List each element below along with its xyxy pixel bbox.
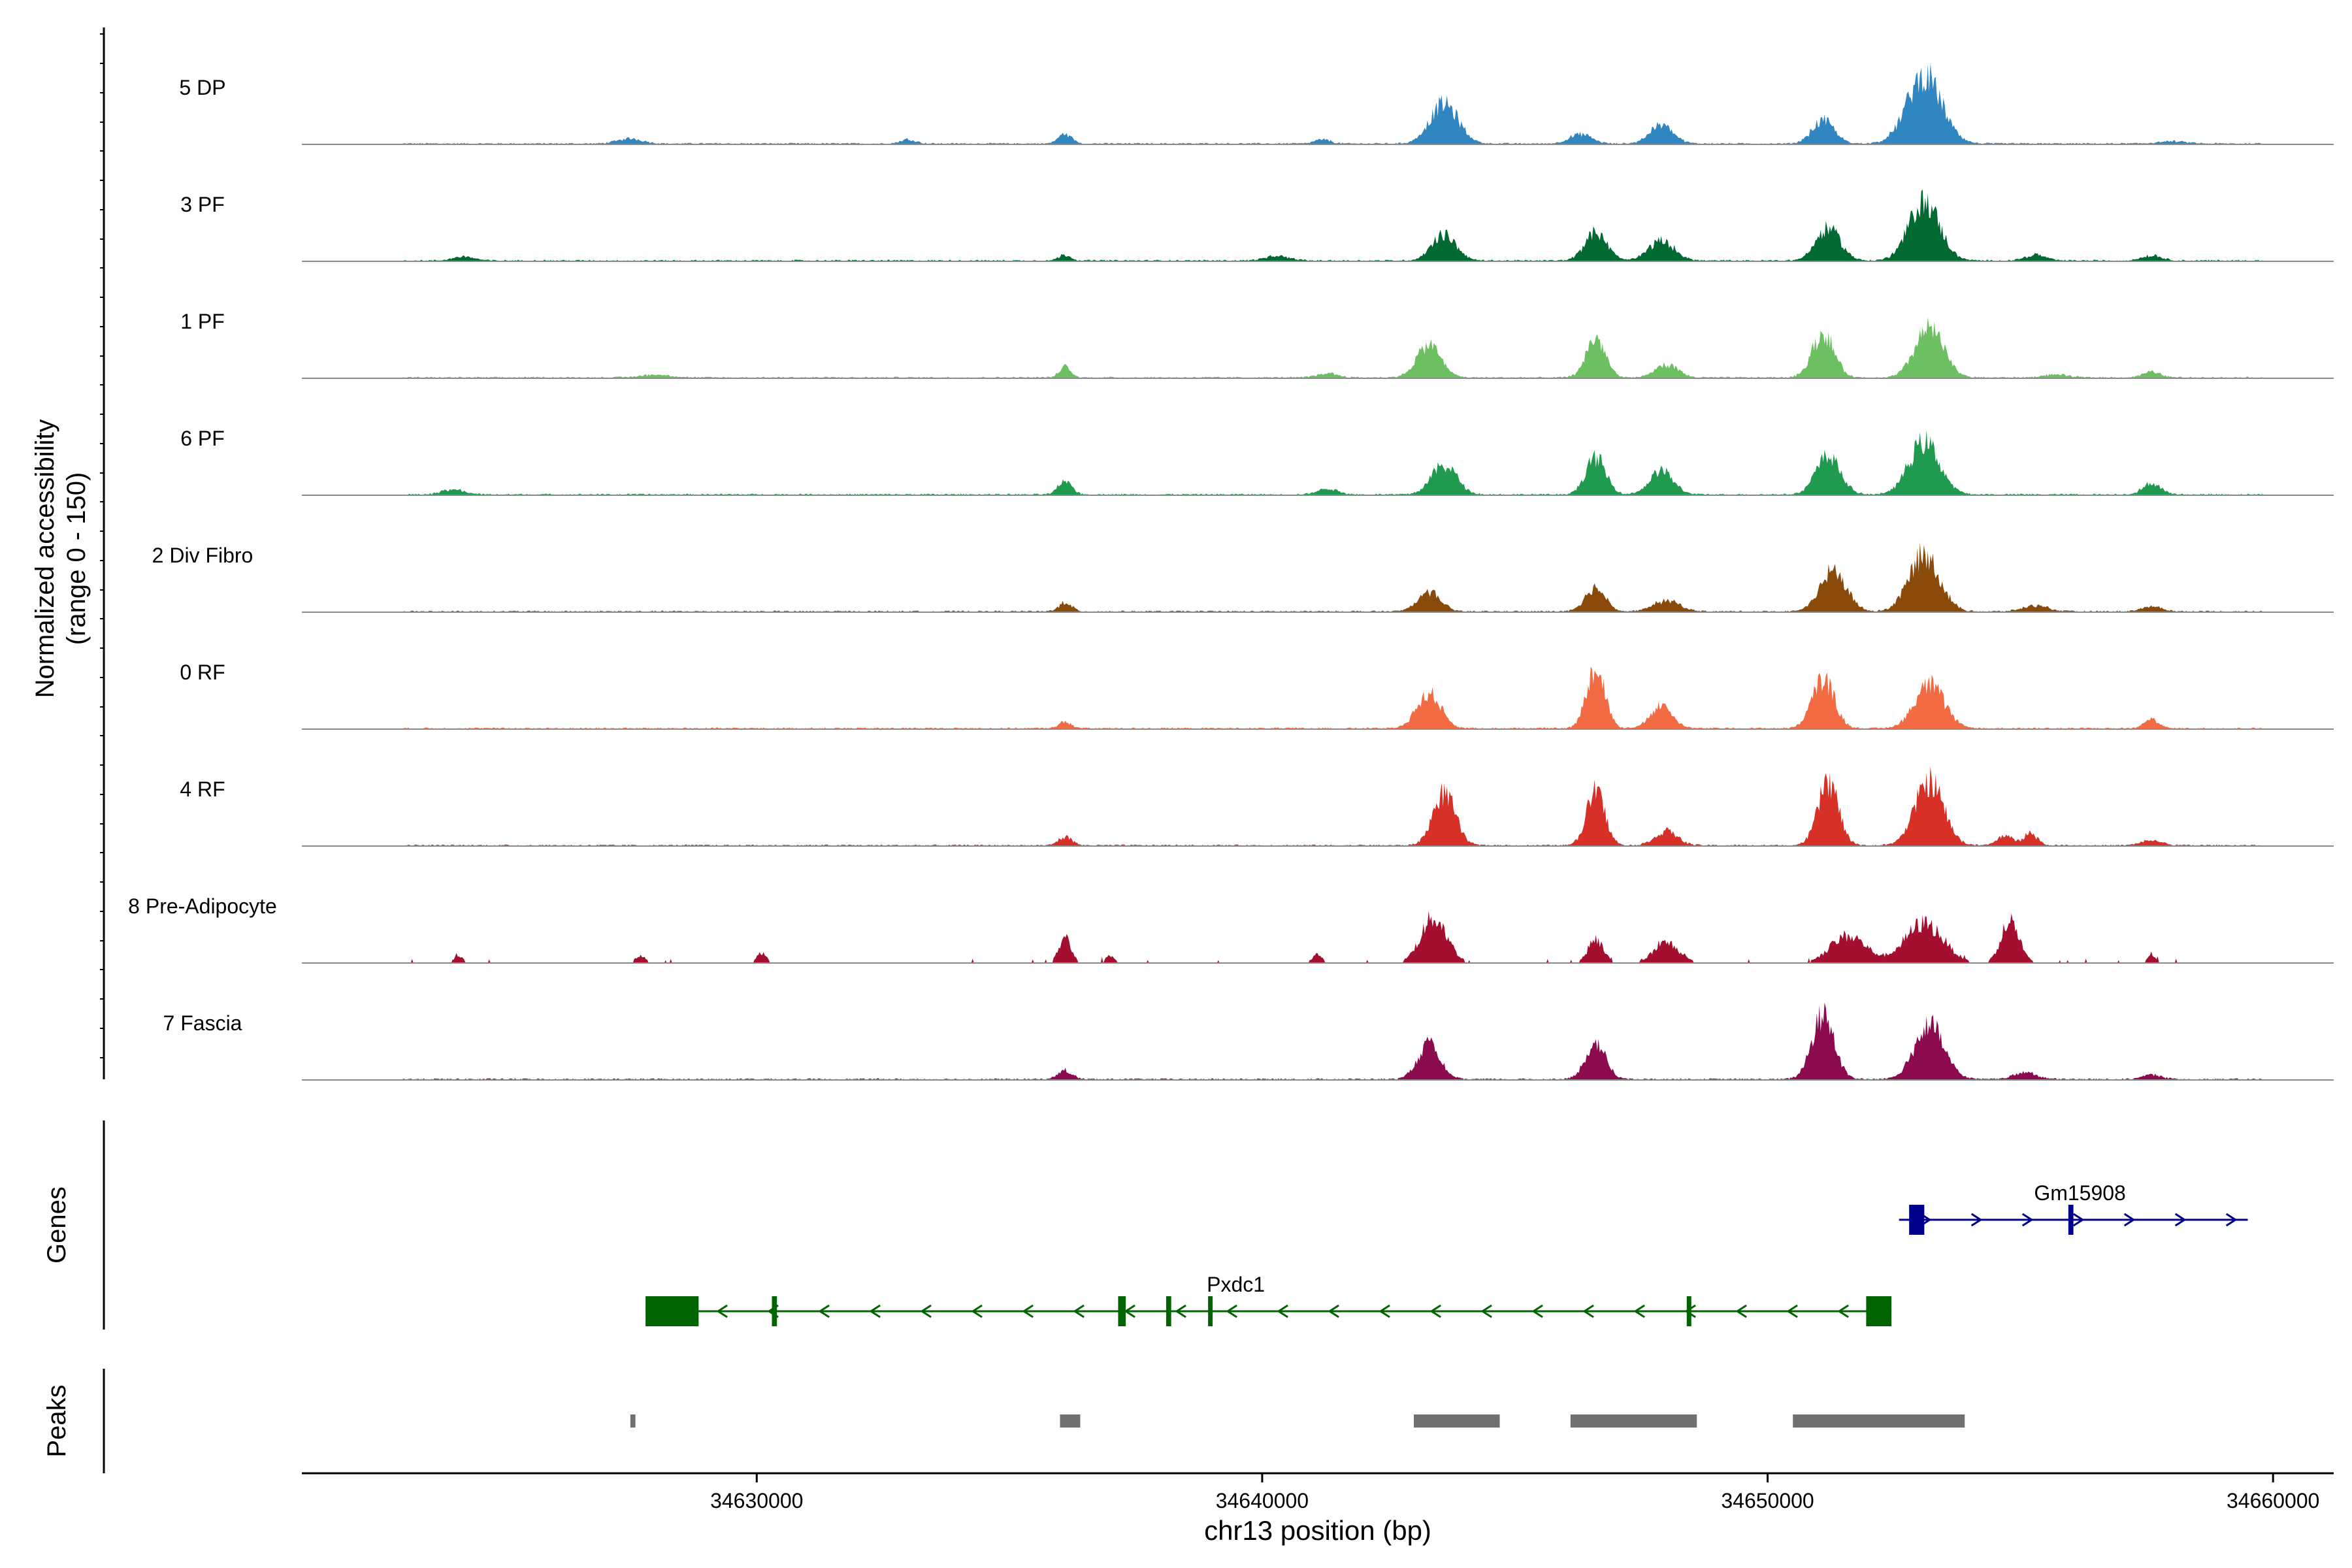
exon: [1118, 1296, 1126, 1326]
strand-chevron: [2174, 1213, 2187, 1227]
exon: [1166, 1296, 1171, 1326]
strand-chevron: [1429, 1304, 1441, 1318]
coverage-area: [402, 430, 2263, 495]
gene-name: Pxdc1: [1207, 1273, 1265, 1296]
track-7-fascia: 7 Fascia: [163, 1002, 2334, 1081]
coverage-y-axis-ticks: [100, 33, 104, 1058]
track-label: 0 RF: [180, 661, 225, 684]
coverage-area: [402, 766, 2263, 846]
x-tick-label: 34650000: [1721, 1489, 1814, 1512]
x-tick-label: 34640000: [1216, 1489, 1309, 1512]
exon: [1866, 1296, 1892, 1326]
genes-track-label: Genes: [42, 1186, 71, 1264]
strand-chevron: [1531, 1304, 1543, 1318]
track-label: 8 Pre-Adipocyte: [128, 894, 277, 918]
exon: [1686, 1296, 1691, 1326]
track-label: 3 PF: [180, 193, 225, 216]
peak-region: [1060, 1414, 1081, 1428]
exon: [772, 1296, 777, 1326]
track-label: 6 PF: [180, 427, 225, 450]
strand-chevron: [1277, 1304, 1288, 1318]
x-axis-title: chr13 position (bp): [1204, 1515, 1431, 1546]
peak-region: [1793, 1414, 1965, 1428]
track-4-rf: 4 RF: [180, 766, 2334, 847]
strand-chevron: [1175, 1304, 1186, 1318]
coverage-area: [402, 666, 2263, 729]
peak-region: [1570, 1414, 1697, 1428]
track-1-pf: 1 PF: [180, 310, 2334, 379]
strand-chevron: [1480, 1304, 1492, 1318]
track-label: 2 Div Fibro: [152, 544, 253, 567]
peaks-track: [630, 1414, 1965, 1428]
strand-chevron: [1684, 1304, 1696, 1318]
track-2-div-fibro: 2 Div Fibro: [152, 542, 2334, 613]
exon: [645, 1296, 699, 1326]
strand-chevron: [1837, 1304, 1849, 1318]
coverage-area: [402, 317, 2263, 378]
strand-chevron: [1226, 1304, 1237, 1318]
x-axis-ticks: 34630000 34640000 34650000 34660000: [710, 1473, 2319, 1512]
exon: [2068, 1205, 2074, 1235]
coverage-area: [402, 1002, 2263, 1080]
strand-chevron: [2021, 1213, 2034, 1227]
coverage-area: [402, 542, 2263, 612]
y-axis-label-line1: Normalized accessibility: [31, 419, 59, 698]
track-8-pre-adipocyte: 8 Pre-Adipocyte: [128, 894, 2334, 964]
strand-chevron: [818, 1304, 830, 1318]
coverage-tracks: 5 DP 3 PF 1 PF 6 PF 2 Div Fibro 0 RF 4 RF 8 Pre…: [128, 63, 2334, 1081]
strand-chevron: [2225, 1213, 2238, 1227]
genes-track: Pxdc1 Gm15908: [645, 1181, 2248, 1326]
track-label: 4 RF: [180, 777, 225, 801]
track-label: 5 DP: [179, 76, 225, 99]
strand-chevron: [1022, 1304, 1034, 1318]
track-0-rf: 0 RF: [180, 661, 2334, 730]
y-axis-label-line2: (range 0 - 150): [62, 472, 91, 645]
strand-chevron: [1633, 1304, 1645, 1318]
strand-chevron: [971, 1304, 983, 1318]
strand-chevron: [2123, 1213, 2136, 1227]
strand-chevron: [2072, 1213, 2085, 1227]
strand-chevron: [1073, 1304, 1085, 1318]
strand-chevron: [1786, 1304, 1798, 1318]
strand-chevron: [920, 1304, 932, 1318]
track-6-pf: 6 PF: [180, 427, 2334, 496]
coverage-area: [402, 911, 2263, 963]
strand-chevron: [1970, 1213, 1983, 1227]
gene-name: Gm15908: [2034, 1181, 2126, 1205]
strand-chevron: [869, 1304, 881, 1318]
strand-chevron: [1379, 1304, 1390, 1318]
x-tick-label: 34630000: [710, 1489, 803, 1512]
track-label: 7 Fascia: [163, 1011, 242, 1035]
gene-pxdc1: Pxdc1: [645, 1273, 1892, 1326]
strand-chevron: [1328, 1304, 1339, 1318]
exon: [1208, 1296, 1213, 1326]
coverage-area: [402, 189, 2263, 261]
strand-chevron: [1124, 1304, 1135, 1318]
strand-chevron: [1735, 1304, 1747, 1318]
peak-region: [630, 1414, 636, 1428]
track-label: 1 PF: [180, 310, 225, 333]
exon: [1909, 1205, 1925, 1235]
x-tick-label: 34660000: [2227, 1489, 2319, 1512]
peak-region: [1413, 1414, 1500, 1428]
peaks-track-label: Peaks: [42, 1384, 71, 1457]
gene-gm15908: Gm15908: [1899, 1181, 2248, 1235]
strand-chevron: [716, 1304, 728, 1318]
strand-chevron: [1582, 1304, 1594, 1318]
track-3-pf: 3 PF: [180, 189, 2334, 262]
coverage-area: [402, 63, 2263, 144]
track-5-dp: 5 DP: [179, 63, 2334, 145]
